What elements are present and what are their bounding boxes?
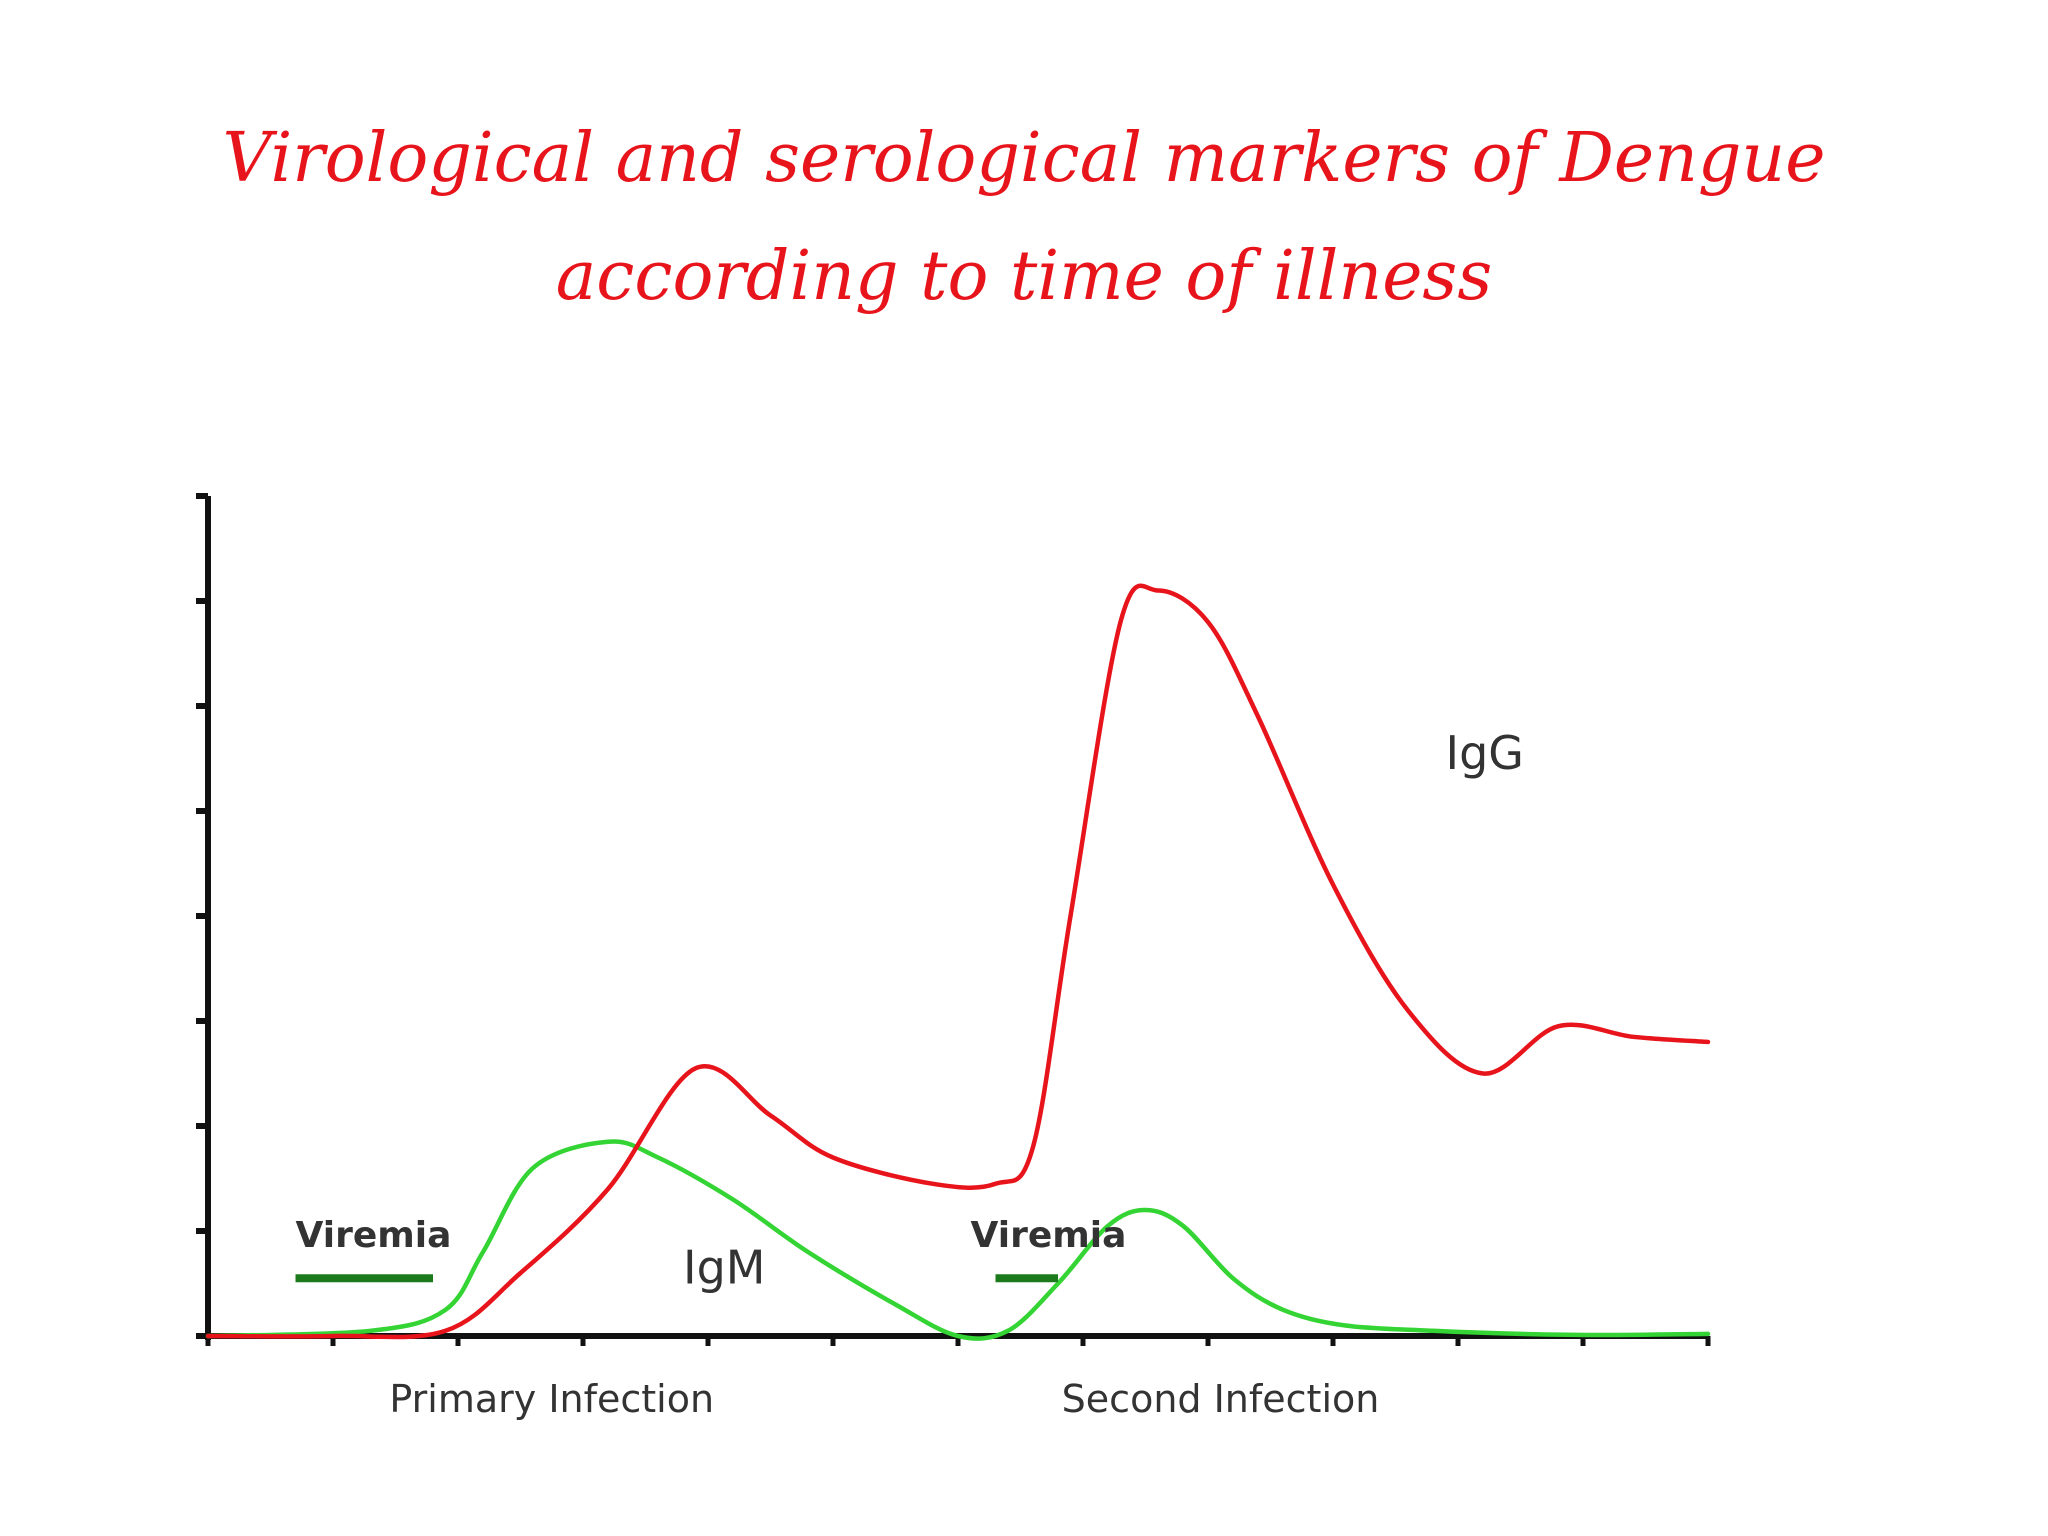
annotation-viremia-label: Viremia	[296, 1215, 452, 1256]
chart-series	[205, 583, 1711, 1341]
x-category-label: Second Infection	[1062, 1377, 1380, 1421]
series-line-igg	[205, 583, 1711, 1340]
chart-category-labels: Primary Infection Second Infection	[389, 1377, 1379, 1421]
annotation-igg-label: IgG	[1446, 726, 1524, 780]
x-category-label: Primary Infection	[389, 1377, 714, 1421]
annotation-viremia-label: Viremia	[971, 1215, 1127, 1256]
series-line-igm	[205, 1139, 1711, 1341]
chart-annotations: IgG IgM Viremia Viremia	[295, 726, 1524, 1295]
chart-title: Virological and serological markers of D…	[222, 119, 1826, 316]
annotation-igm-label: IgM	[683, 1241, 765, 1295]
